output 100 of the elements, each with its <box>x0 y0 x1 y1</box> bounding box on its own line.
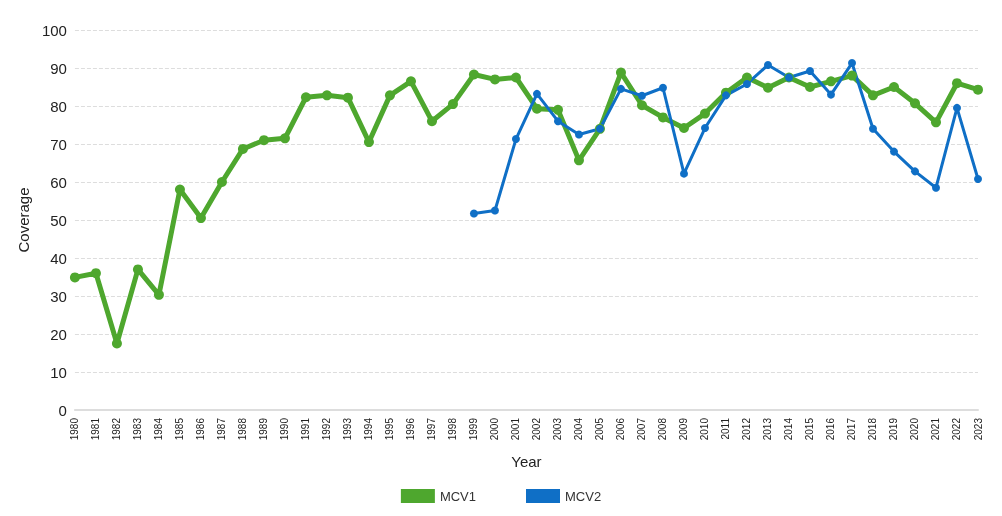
point <box>447 99 458 110</box>
point <box>847 70 857 81</box>
point <box>911 167 919 176</box>
point <box>300 92 311 103</box>
x-tick-label: 1985 <box>174 417 186 441</box>
point <box>405 76 416 87</box>
point <box>932 183 940 192</box>
x-tick-label: 1981 <box>90 417 102 441</box>
point <box>762 82 773 93</box>
y-tick-label: 100 <box>41 21 67 39</box>
point <box>195 213 206 224</box>
x-axis-title: Year <box>511 453 542 470</box>
point <box>678 123 689 134</box>
point <box>468 69 479 80</box>
point <box>552 104 563 115</box>
point <box>953 103 961 112</box>
x-tick-label: 1998 <box>447 417 459 441</box>
point <box>553 117 562 126</box>
point <box>174 184 185 195</box>
x-tick-label: 2015 <box>804 417 816 441</box>
x-tick-label: 2004 <box>573 417 585 441</box>
x-tick-label: 1996 <box>405 417 417 441</box>
point <box>510 72 521 83</box>
x-tick-label: 2016 <box>825 417 837 441</box>
legend-label: MCV1 <box>439 488 477 504</box>
point <box>132 264 143 275</box>
x-tick-label: 1994 <box>363 417 375 441</box>
x-tick-label: 2011 <box>720 417 732 440</box>
point <box>868 90 878 101</box>
x-tick-label: 1986 <box>195 417 207 441</box>
point <box>237 143 248 154</box>
y-tick-label: 40 <box>50 249 67 267</box>
y-tick-label: 20 <box>50 325 67 343</box>
x-tick-label: 1988 <box>237 417 249 441</box>
point <box>490 206 499 215</box>
point <box>489 74 500 85</box>
y-tick-label: 70 <box>50 135 67 153</box>
x-tick-label: 2008 <box>657 417 669 441</box>
point <box>700 124 709 133</box>
point <box>90 268 101 279</box>
x-tick-label: 1993 <box>342 417 354 441</box>
x-tick-label: 2012 <box>741 417 753 441</box>
y-tick-label: 90 <box>50 59 67 77</box>
x-tick-label: 1987 <box>216 417 228 441</box>
y-tick-label: 80 <box>50 97 67 115</box>
point <box>826 76 836 87</box>
point <box>511 135 520 144</box>
x-tick-label: 2013 <box>762 417 774 441</box>
point <box>721 91 730 100</box>
x-tick-label: 2007 <box>636 417 648 441</box>
point <box>574 130 583 139</box>
point <box>69 272 80 283</box>
point <box>636 100 647 111</box>
legend-label: MCV2 <box>565 488 602 504</box>
x-tick-label: 1982 <box>111 417 123 441</box>
x-tick-label: 2017 <box>846 417 858 441</box>
y-tick-label: 60 <box>50 173 67 191</box>
x-tick-label: 1997 <box>426 417 438 441</box>
point <box>321 90 332 101</box>
point <box>279 133 290 144</box>
y-tick-label: 10 <box>50 363 67 381</box>
point <box>637 91 646 100</box>
x-tick-label: 2021 <box>930 417 942 441</box>
point <box>805 82 815 92</box>
point <box>742 79 751 88</box>
x-tick-label: 2003 <box>552 417 564 441</box>
x-tick-label: 2014 <box>783 417 795 441</box>
point <box>216 177 227 187</box>
x-tick-label: 2001 <box>510 417 522 441</box>
x-tick-label: 2023 <box>972 417 984 441</box>
x-tick-label: 1980 <box>69 417 81 441</box>
x-tick-label: 1983 <box>132 417 144 441</box>
point <box>973 84 983 95</box>
point <box>531 103 542 114</box>
x-tick-label: 1990 <box>279 417 291 441</box>
y-tick-label: 50 <box>50 211 67 229</box>
x-tick-label: 1991 <box>300 417 312 441</box>
x-tick-label: 2005 <box>594 417 606 441</box>
point <box>910 98 920 109</box>
point <box>699 108 710 119</box>
x-tick-label: 1999 <box>468 417 480 441</box>
x-tick-label: 1992 <box>321 417 333 441</box>
point <box>952 78 962 89</box>
point <box>658 83 667 92</box>
point <box>827 90 835 99</box>
y-tick-label: 0 <box>58 401 67 419</box>
x-tick-label: 1995 <box>384 417 396 441</box>
point <box>679 169 688 178</box>
x-tick-label: 2002 <box>531 417 543 441</box>
point <box>763 60 772 69</box>
point <box>889 82 899 92</box>
x-tick-label: 2006 <box>615 417 627 441</box>
x-tick-label: 2010 <box>699 417 711 441</box>
point <box>384 90 395 101</box>
x-tick-label: 1989 <box>258 417 270 441</box>
x-tick-label: 2022 <box>951 417 963 441</box>
point <box>657 112 668 123</box>
point <box>616 84 625 93</box>
point <box>532 89 541 98</box>
point <box>342 92 353 103</box>
